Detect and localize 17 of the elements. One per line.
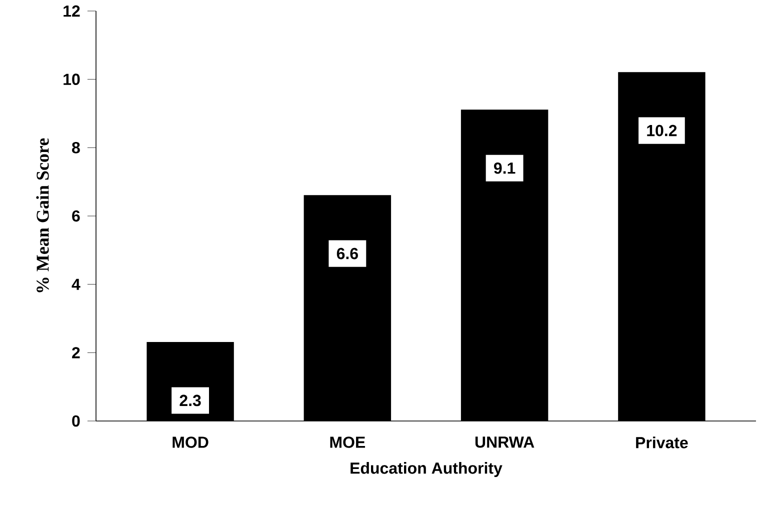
y-tick-label: 10 xyxy=(64,74,80,85)
data-label: 10.2 xyxy=(647,124,677,136)
y-tick-label: 0 xyxy=(72,415,80,427)
x-tick-label: Private xyxy=(636,436,688,448)
y-tick-label: 12 xyxy=(64,5,80,17)
data-label: 2.3 xyxy=(180,394,201,406)
x-tick-label: UNRWA xyxy=(475,436,534,448)
y-tick-label: 4 xyxy=(72,278,80,290)
x-axis-title: Education Authority xyxy=(350,462,502,477)
data-label: 9.1 xyxy=(494,162,516,174)
y-tick-label: 6 xyxy=(72,210,80,222)
x-tick-label: MOD xyxy=(172,436,208,448)
data-label: 6.6 xyxy=(336,248,358,260)
y-tick-label: 8 xyxy=(72,142,80,154)
y-tick-label: 2 xyxy=(72,347,80,358)
y-axis-title: % Mean Gain Score xyxy=(36,138,49,292)
x-tick-label: MOE xyxy=(330,436,366,448)
